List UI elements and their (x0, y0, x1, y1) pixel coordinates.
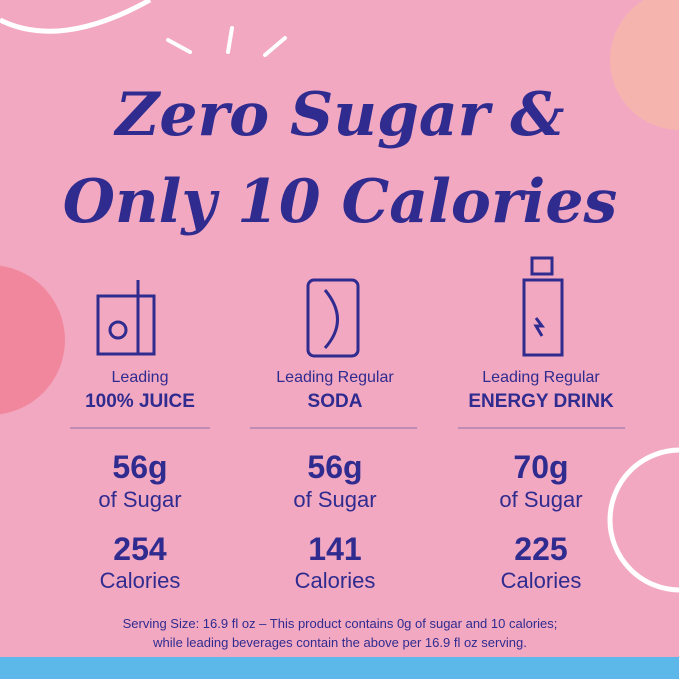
column-name: ENERGY DRINK (468, 391, 614, 412)
column-label: Leading Regular (482, 369, 600, 386)
calories-unit: Calories (295, 568, 376, 593)
sugar-value: 70g (513, 449, 568, 485)
icon-bottle (522, 256, 564, 357)
calories-unit: Calories (100, 568, 181, 593)
column-label: Leading Regular (276, 369, 394, 386)
calories-value: 254 (113, 531, 167, 567)
sugar-value: 56g (307, 449, 362, 485)
headline: Only 10 Calories (63, 167, 618, 237)
calories-unit: Calories (501, 568, 582, 593)
sugar-value: 56g (112, 449, 167, 485)
sugar-unit: of Sugar (98, 487, 181, 512)
column-name: 100% JUICE (85, 391, 195, 412)
column-name: SODA (308, 391, 363, 412)
grapefruit-left (0, 265, 65, 415)
calories-value: 141 (308, 531, 361, 567)
icon-juice (96, 280, 156, 356)
footnote: while leading beverages contain the abov… (152, 635, 527, 650)
decor (0, 0, 152, 34)
icon-soda (306, 278, 360, 358)
grapefruit-right (610, 0, 679, 130)
sparkle (166, 26, 287, 57)
footnote: Serving Size: 16.9 fl oz – This product … (123, 616, 558, 631)
headline: Zero Sugar & (114, 80, 565, 150)
column-label: Leading (112, 369, 169, 386)
grapefruit-outline (607, 447, 679, 593)
sugar-unit: of Sugar (293, 487, 376, 512)
calories-value: 225 (514, 531, 567, 567)
bottom-bar (0, 657, 679, 679)
sugar-unit: of Sugar (499, 487, 582, 512)
